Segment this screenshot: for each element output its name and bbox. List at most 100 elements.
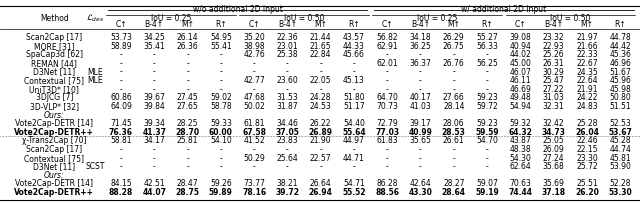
Text: 40.99: 40.99 [408, 128, 433, 137]
Text: 54.94: 54.94 [509, 102, 531, 111]
Text: 59.19: 59.19 [475, 188, 499, 197]
Text: 52.28: 52.28 [609, 180, 631, 188]
Text: 3D-VLP* [32]: 3D-VLP* [32] [30, 102, 79, 111]
Text: 39.34: 39.34 [143, 119, 165, 128]
Text: IoU = 0.25: IoU = 0.25 [150, 13, 191, 22]
Text: 23.60: 23.60 [276, 76, 298, 85]
Text: -: - [120, 68, 122, 76]
Text: 25.05: 25.05 [543, 136, 564, 145]
Text: 70.63: 70.63 [509, 180, 531, 188]
Text: -: - [153, 68, 156, 76]
Text: 88.28: 88.28 [109, 188, 133, 197]
Text: 28.25: 28.25 [177, 119, 198, 128]
Text: 28.47: 28.47 [177, 180, 198, 188]
Text: 22.64: 22.64 [576, 76, 598, 85]
Text: 58.78: 58.78 [210, 102, 232, 111]
Text: 62.64: 62.64 [509, 162, 531, 171]
Text: -: - [120, 162, 122, 171]
Text: 42.64: 42.64 [410, 180, 431, 188]
Text: 51.17: 51.17 [343, 102, 365, 111]
Text: -: - [220, 85, 222, 94]
Text: SpaCap3d [62]: SpaCap3d [62] [26, 50, 83, 59]
Text: 46.96: 46.96 [609, 59, 631, 68]
Text: 28.06: 28.06 [443, 119, 465, 128]
Text: 78.16: 78.16 [242, 188, 266, 197]
Text: 21.66: 21.66 [576, 42, 598, 51]
Text: 21.97: 21.97 [576, 33, 598, 42]
Text: -: - [120, 59, 122, 68]
Text: 45.00: 45.00 [509, 59, 531, 68]
Text: -: - [386, 145, 388, 154]
Text: 45.36: 45.36 [609, 50, 631, 59]
Text: 59.23: 59.23 [476, 119, 498, 128]
Text: 59.89: 59.89 [209, 188, 233, 197]
Text: Contextual [75]: Contextual [75] [24, 154, 84, 163]
Text: 41.03: 41.03 [410, 102, 431, 111]
Text: 71.45: 71.45 [110, 119, 132, 128]
Text: 26.64: 26.64 [310, 180, 332, 188]
Text: -: - [353, 162, 355, 171]
Text: 38.21: 38.21 [276, 180, 298, 188]
Text: -: - [253, 59, 255, 68]
Text: 44.97: 44.97 [343, 136, 365, 145]
Text: R↑: R↑ [348, 20, 360, 29]
Text: -: - [319, 68, 322, 76]
Text: C↑: C↑ [115, 20, 127, 29]
Text: 73.77: 73.77 [243, 180, 265, 188]
Text: 27.45: 27.45 [177, 93, 198, 102]
Text: 88.56: 88.56 [375, 188, 399, 197]
Text: 40.17: 40.17 [410, 93, 431, 102]
Text: 72.79: 72.79 [376, 119, 398, 128]
Text: -: - [386, 50, 388, 59]
Text: 36.25: 36.25 [410, 42, 431, 51]
Text: 58.81: 58.81 [110, 136, 132, 145]
Text: 44.42: 44.42 [609, 42, 631, 51]
Text: -: - [286, 162, 289, 171]
Text: -: - [220, 162, 222, 171]
Text: 3DJCG [7]: 3DJCG [7] [36, 93, 73, 102]
Text: 62.91: 62.91 [376, 42, 398, 51]
Text: 51.51: 51.51 [609, 102, 631, 111]
Text: 42.51: 42.51 [143, 180, 165, 188]
Text: 64.70: 64.70 [376, 93, 398, 102]
Text: 34.25: 34.25 [143, 33, 165, 42]
Text: 25.51: 25.51 [576, 180, 598, 188]
Text: 22.93: 22.93 [543, 42, 564, 51]
Text: 26.04: 26.04 [575, 128, 599, 137]
Text: 70.73: 70.73 [376, 102, 398, 111]
Text: 34.46: 34.46 [276, 119, 298, 128]
Text: Vote2Cap-DETR++: Vote2Cap-DETR++ [15, 128, 94, 137]
Text: 41.52: 41.52 [243, 136, 265, 145]
Text: 38.98: 38.98 [243, 42, 265, 51]
Text: 53.30: 53.30 [608, 188, 632, 197]
Text: 61.83: 61.83 [376, 136, 398, 145]
Text: 55.52: 55.52 [342, 188, 365, 197]
Text: 59.72: 59.72 [476, 102, 498, 111]
Text: 22.33: 22.33 [576, 50, 598, 59]
Text: 59.26: 59.26 [210, 180, 232, 188]
Text: 47.68: 47.68 [243, 93, 265, 102]
Text: -: - [186, 68, 189, 76]
Text: -: - [452, 145, 455, 154]
Text: 22.84: 22.84 [310, 50, 332, 59]
Text: Ours:: Ours: [44, 111, 65, 120]
Text: B-4↑: B-4↑ [544, 20, 563, 29]
Text: M↑: M↑ [314, 20, 327, 29]
Text: 45.96: 45.96 [609, 76, 631, 85]
Text: 55.41: 55.41 [210, 42, 232, 51]
Text: 32.31: 32.31 [543, 102, 564, 111]
Text: 21.90: 21.90 [310, 136, 332, 145]
Text: -: - [153, 85, 156, 94]
Text: -: - [253, 145, 255, 154]
Text: Ours:: Ours: [44, 171, 65, 180]
Text: -: - [186, 50, 189, 59]
Text: -: - [120, 145, 122, 154]
Text: 54.95: 54.95 [210, 33, 232, 42]
Text: -: - [353, 145, 355, 154]
Text: -: - [419, 154, 422, 163]
Text: 22.57: 22.57 [310, 154, 332, 163]
Text: 26.14: 26.14 [177, 33, 198, 42]
Text: -: - [419, 162, 422, 171]
Text: 46.11: 46.11 [509, 76, 531, 85]
Text: 21.65: 21.65 [310, 42, 332, 51]
